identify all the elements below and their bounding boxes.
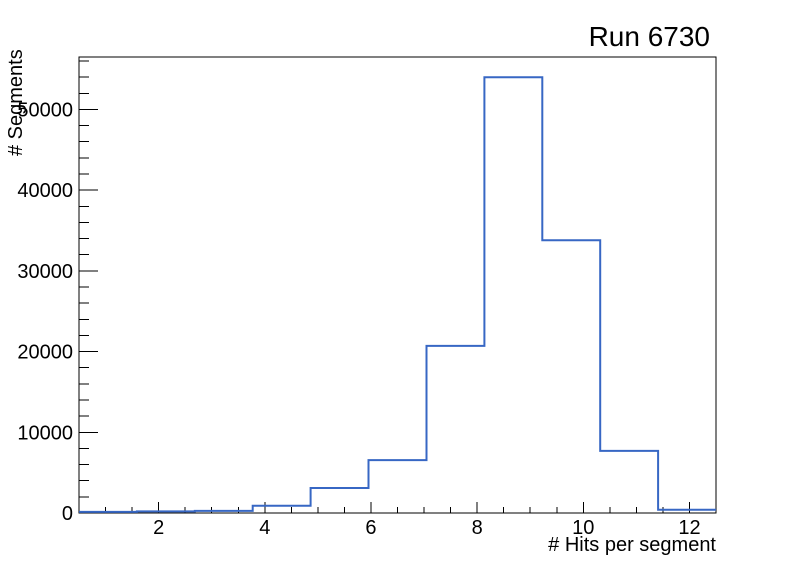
x-tick-label: 10 xyxy=(572,517,594,539)
x-tick-label: 4 xyxy=(259,517,270,539)
chart-title: Run 6730 xyxy=(588,21,710,52)
histogram-line xyxy=(79,76,716,513)
y-tick-label: 10000 xyxy=(17,422,73,444)
x-tick-label: 2 xyxy=(153,517,164,539)
y-tick-label: 30000 xyxy=(17,261,73,283)
y-tick-label: 40000 xyxy=(17,180,73,202)
x-tick-label: 6 xyxy=(365,517,376,539)
x-tick-label: 12 xyxy=(678,517,700,539)
y-axis-title: # Segments xyxy=(5,49,27,156)
plot-frame xyxy=(78,56,717,514)
y-tick-label: 0 xyxy=(62,503,73,525)
x-axis-title: # Hits per segment xyxy=(548,534,716,556)
y-tick-label: 50000 xyxy=(17,99,73,121)
y-tick-label: 20000 xyxy=(17,342,73,364)
x-tick-label: 8 xyxy=(472,517,483,539)
